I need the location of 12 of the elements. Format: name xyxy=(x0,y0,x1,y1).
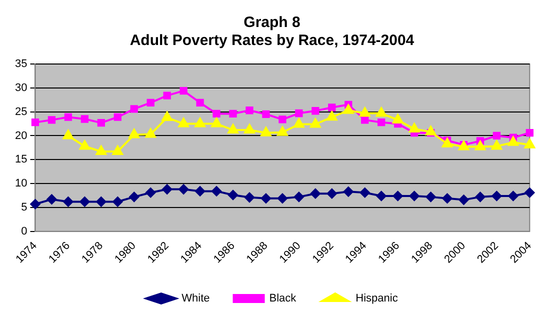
y-tick-label: 10 xyxy=(14,178,28,190)
y-tick-label: 20 xyxy=(14,130,28,142)
y-tick-label: 25 xyxy=(14,106,28,118)
y-tick-label: 15 xyxy=(14,154,28,166)
y-tick-label: 35 xyxy=(14,58,28,70)
y-tick-label: 5 xyxy=(21,201,28,214)
chart-title: Graph 8 Adult Poverty Rates by Race, 1974-2004 xyxy=(130,14,415,50)
legend-label: White xyxy=(182,292,210,305)
y-tick-label: 30 xyxy=(14,82,28,94)
y-tick-label: 0 xyxy=(21,225,28,238)
legend-label: Black xyxy=(269,292,297,305)
legend-label: Hispanic xyxy=(356,292,398,305)
